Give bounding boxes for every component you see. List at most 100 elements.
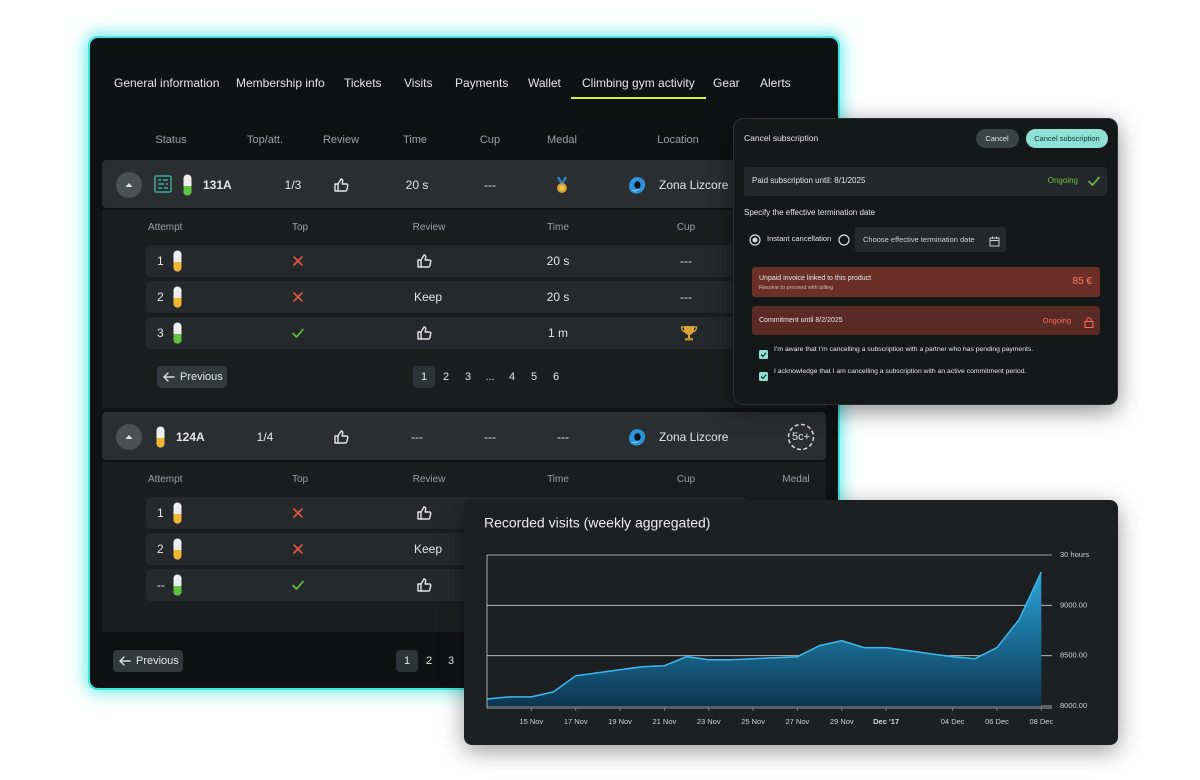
column-header: Time (402, 134, 428, 146)
icon-part (158, 179, 168, 189)
previous-button[interactable] (113, 650, 183, 672)
previous-label: Previous (136, 655, 179, 667)
icon-part (292, 580, 304, 590)
y-tick-label: 30 hours (1060, 550, 1089, 559)
tab[interactable]: Alerts (760, 76, 791, 90)
tab[interactable]: Climbing gym activity (582, 76, 695, 90)
hold-pill (173, 286, 182, 308)
attempt-header: Time (547, 474, 569, 485)
attempt-header: Review (412, 474, 446, 485)
paid-text: Paid subscription until: 8/1/2025 (752, 176, 866, 185)
top-attempts: 1/4 (256, 430, 274, 444)
icon-part (1088, 176, 1100, 186)
tab[interactable]: Visits (404, 76, 433, 90)
page-number[interactable]: 1 (420, 371, 428, 383)
hold-pill (183, 174, 192, 196)
icon-part (838, 234, 850, 246)
expand-button[interactable] (116, 172, 142, 198)
attempt-time: 20 s (546, 254, 570, 268)
attempt-header: Top (291, 222, 309, 233)
icon-part (293, 256, 303, 266)
icon-part (173, 322, 181, 344)
hold-pill (173, 322, 182, 344)
icon-part (758, 371, 768, 381)
page-number[interactable]: 4 (508, 371, 516, 383)
tab[interactable]: Tickets (344, 76, 382, 90)
page-number[interactable]: 3 (447, 655, 455, 667)
route-time: --- (411, 430, 423, 444)
page-number[interactable]: 6 (552, 371, 560, 383)
attempt-number: -- (157, 578, 165, 592)
lock-icon (1084, 315, 1094, 328)
icon-part (173, 538, 181, 560)
x-tick-label: 08 Dec (1029, 717, 1053, 726)
calendar-icon (989, 234, 1000, 246)
icon-part (293, 256, 303, 266)
expand-button[interactable] (116, 424, 142, 450)
icon-part (749, 234, 761, 246)
icon-part (417, 578, 432, 592)
page-number[interactable]: 5 (530, 371, 538, 383)
attempt-header: Cup (676, 222, 696, 233)
arrow-icon (118, 654, 132, 668)
column-header: Status (155, 134, 187, 146)
icon-part (685, 338, 693, 341)
icon-part (787, 423, 815, 451)
page-active (396, 650, 418, 672)
top-check (291, 578, 305, 592)
icon-part (173, 334, 181, 344)
attempt-time: 20 s (546, 290, 570, 304)
confirm-button[interactable] (1026, 129, 1108, 148)
icon-part (629, 429, 646, 446)
icon-part (989, 236, 999, 241)
icon-part (758, 371, 768, 381)
icon-part (116, 424, 142, 450)
invoice-note: Resolve to proceed with billing (759, 284, 834, 291)
cancel-label: Cancel (985, 133, 1009, 143)
route-row (102, 160, 826, 208)
tab[interactable]: Wallet (528, 76, 561, 90)
tab[interactable]: General information (114, 76, 220, 90)
chart-panel: Recorded visits (weekly aggregated) 8000… (464, 500, 1118, 745)
icon-part (293, 292, 303, 302)
date-input[interactable] (855, 227, 1006, 252)
attempt-header: Medal (782, 474, 810, 485)
page-number[interactable]: 3 (464, 371, 472, 383)
icon-part (417, 506, 432, 520)
page-number[interactable]: 2 (425, 655, 433, 667)
previous-button[interactable] (157, 366, 227, 388)
x-tick-label: 27 Nov (786, 717, 810, 726)
chart: Recorded visits (weekly aggregated) 8000… (484, 515, 1089, 726)
icon-part (125, 183, 133, 187)
icon-part (629, 177, 646, 194)
icon-part (163, 372, 175, 382)
invoice-amount: 85 € (1072, 276, 1092, 287)
page-number[interactable]: 2 (442, 371, 450, 383)
attempt-time: 1 m (547, 326, 568, 340)
attempt-row (146, 281, 746, 313)
icon-part (631, 188, 640, 192)
icon-part (1086, 316, 1092, 321)
modal-title: Cancel subscription (744, 133, 819, 143)
like-icon (416, 505, 432, 521)
option-date: Choose effective termination date (863, 234, 975, 244)
x-tick-label: 04 Dec (941, 717, 965, 726)
icon-part (631, 440, 640, 444)
tab[interactable]: Membership info (236, 76, 325, 90)
tab[interactable]: Payments (455, 76, 509, 90)
page-number[interactable]: ... (485, 371, 495, 383)
checkbox[interactable] (758, 346, 768, 359)
x-tick-label: 21 Nov (653, 717, 677, 726)
icon-part (680, 326, 698, 333)
route-medal: --- (557, 430, 569, 444)
hold-pill (173, 574, 182, 596)
icon-part (116, 172, 142, 198)
paid-check (1087, 174, 1101, 188)
tab[interactable]: Gear (713, 76, 740, 90)
cancel-button[interactable] (976, 129, 1019, 148)
attempt-review: Keep (413, 542, 443, 556)
icon-part (417, 254, 432, 268)
page-number[interactable]: 1 (403, 655, 411, 667)
icon-part (156, 438, 164, 448)
checkbox[interactable] (758, 368, 768, 381)
